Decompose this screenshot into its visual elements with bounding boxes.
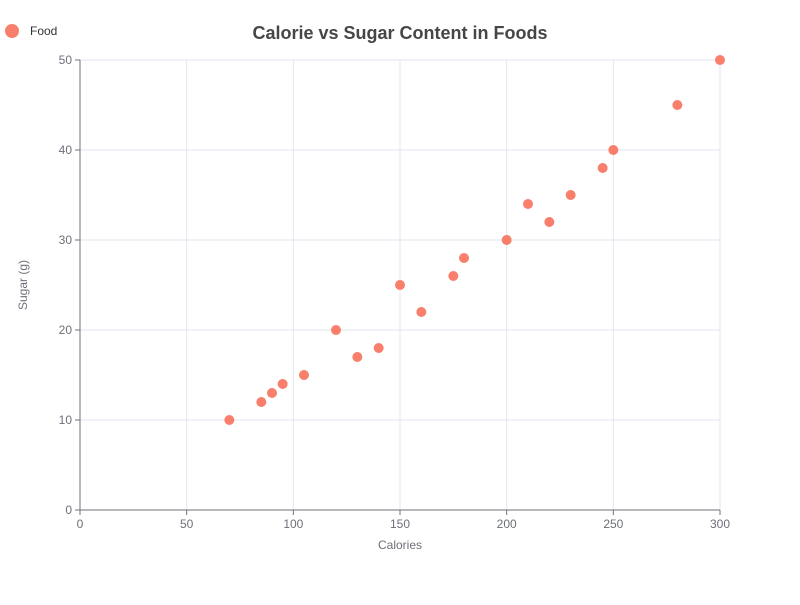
x-tick-label: 150	[390, 517, 410, 531]
data-point[interactable]	[544, 217, 555, 227]
data-point[interactable]	[459, 253, 469, 263]
data-point[interactable]	[565, 190, 576, 200]
data-point[interactable]	[501, 235, 512, 245]
data-point[interactable]	[256, 397, 267, 407]
data-point[interactable]	[597, 163, 608, 173]
legend-marker[interactable]	[5, 24, 19, 38]
y-tick-label: 10	[59, 413, 73, 427]
legend-label[interactable]: Food	[30, 24, 57, 38]
data-point[interactable]	[331, 325, 341, 335]
data-point[interactable]	[448, 271, 459, 281]
data-point[interactable]	[277, 379, 288, 389]
x-tick-label: 250	[603, 517, 623, 531]
x-tick-label: 300	[710, 517, 730, 531]
data-point[interactable]	[715, 55, 725, 65]
data-point[interactable]	[523, 199, 533, 209]
data-point[interactable]	[267, 388, 277, 398]
data-point[interactable]	[672, 100, 683, 110]
y-axis-label: Sugar (g)	[16, 260, 30, 310]
y-tick-label: 30	[59, 233, 73, 247]
y-tick-label: 20	[59, 323, 73, 337]
data-point[interactable]	[352, 352, 363, 362]
y-tick-label: 50	[59, 53, 73, 67]
data-point[interactable]	[608, 145, 619, 155]
x-axis-label: Calories	[378, 538, 422, 552]
y-tick-label: 0	[65, 503, 72, 517]
x-tick-label: 200	[497, 517, 517, 531]
data-point[interactable]	[416, 307, 427, 317]
chart-title: Calorie vs Sugar Content in Foods	[252, 23, 547, 43]
legend[interactable]: Food	[5, 24, 57, 38]
axes: 0 50 100 150 200 250 300 0 10 20 30 40 50	[59, 53, 731, 531]
data-point[interactable]	[299, 370, 309, 380]
x-tick-label: 50	[180, 517, 194, 531]
data-point[interactable]	[373, 343, 384, 353]
data-points	[224, 55, 725, 425]
y-tick-label: 40	[59, 143, 73, 157]
x-tick-label: 0	[77, 517, 84, 531]
x-tick-label: 100	[283, 517, 303, 531]
data-point[interactable]	[395, 280, 405, 290]
data-point[interactable]	[224, 415, 235, 425]
